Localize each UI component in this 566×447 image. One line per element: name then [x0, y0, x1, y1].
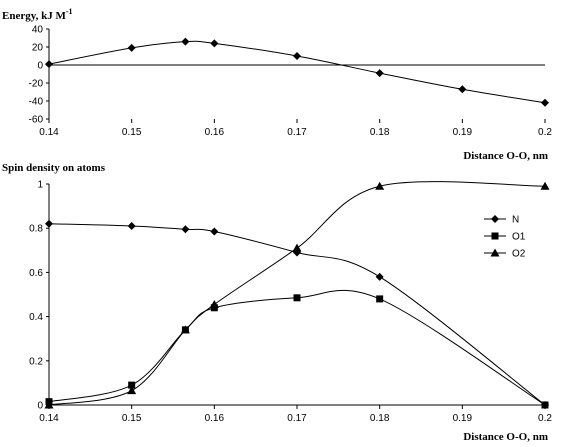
data-point-n: [210, 227, 219, 236]
spin-density-chart: Spin density on atoms Distance O-O, nm 1…: [2, 162, 552, 443]
data-point-o2: [209, 299, 219, 308]
spin-x-axis-title: Distance O-O, nm: [463, 431, 548, 443]
legend-marker: [490, 248, 500, 257]
x-tick-label: 0.18: [370, 127, 390, 138]
x-tick-label: 0.19: [453, 413, 473, 424]
data-point-o1: [541, 401, 549, 409]
energy-y-axis-title: Energy, kJ M-1: [2, 7, 73, 22]
x-tick-label: 0.15: [122, 413, 142, 424]
y-tick-label: 40: [32, 25, 44, 36]
spin-y-axis-title: Spin density on atoms: [2, 162, 106, 174]
y-tick-label: 0.4: [29, 312, 43, 323]
x-tick-label: 0.16: [205, 413, 225, 424]
series-line-o2: [48, 181, 546, 406]
y-tick-label: 0: [37, 401, 43, 412]
y-tick-label: 0.6: [29, 268, 43, 279]
data-point-o1: [376, 295, 384, 303]
legend-marker: [491, 232, 499, 240]
data-point-o2: [44, 400, 54, 409]
y-tick-label: 0.2: [29, 356, 43, 367]
x-tick-label: 0.16: [205, 127, 225, 138]
data-point-n: [45, 219, 53, 228]
x-tick-label: 0.17: [287, 127, 307, 138]
x-tick-label: 0.2: [538, 127, 552, 138]
data-point-o1: [128, 381, 136, 389]
y-tick-label: 0.8: [29, 224, 43, 235]
y-tick-label: 1: [37, 180, 43, 191]
data-point-o2: [180, 325, 190, 334]
legend-label: O1: [512, 232, 526, 243]
data-point-energy: [458, 85, 467, 94]
x-tick-label: 0.14: [39, 127, 59, 138]
data-point-energy: [181, 37, 190, 46]
legend-marker: [491, 215, 499, 223]
data-point-energy: [375, 69, 384, 78]
data-point-energy: [45, 60, 53, 69]
data-point-o2: [127, 386, 137, 395]
series-line-o1: [48, 289, 546, 406]
data-point-n: [127, 221, 136, 230]
data-point-energy: [293, 52, 301, 60]
data-point-energy: [210, 39, 219, 48]
y-tick-label: 0: [37, 61, 43, 72]
data-point-energy: [541, 98, 549, 107]
data-point-o2: [540, 181, 550, 190]
data-point-n: [181, 225, 190, 234]
energy-chart: Energy, kJ M-1 Distance O-O, nm 40 20 0 -20…: [2, 7, 552, 162]
legend-label: O2: [512, 249, 526, 260]
legend-label: N: [512, 215, 519, 226]
x-tick-label: 0.19: [453, 127, 473, 138]
x-tick-label: 0.18: [370, 413, 390, 424]
x-tick-label: 0.14: [39, 413, 59, 424]
y-tick-label: -40: [29, 97, 44, 108]
y-tick-label: -20: [29, 79, 44, 90]
y-tick-label: 20: [32, 43, 44, 54]
x-tick-label: 0.2: [538, 413, 552, 424]
x-tick-label: 0.17: [287, 413, 307, 424]
data-point-energy: [127, 43, 136, 52]
data-point-o2: [375, 181, 385, 190]
data-point-o1: [293, 294, 301, 302]
data-point-n: [375, 272, 384, 281]
energy-x-axis-title: Distance O-O, nm: [463, 150, 548, 162]
x-tick-label: 0.15: [122, 127, 142, 138]
series-line-energy: [48, 40, 546, 104]
data-point-o2: [292, 243, 302, 252]
y-tick-label: -60: [29, 115, 44, 126]
